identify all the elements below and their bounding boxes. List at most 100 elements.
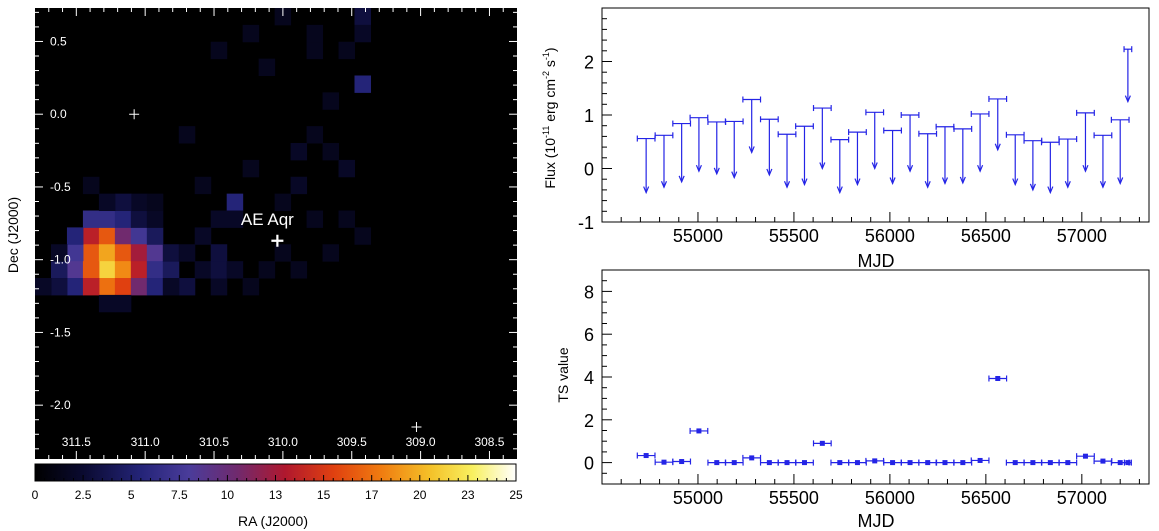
skymap-pixel — [35, 278, 52, 296]
skymap-y-tick-label: 0.0 — [50, 107, 67, 121]
skymap-pixel — [66, 244, 84, 262]
upper-limit-arrowhead — [678, 175, 685, 184]
skymap-pixel — [290, 261, 308, 279]
skymap-pixel — [98, 294, 116, 313]
source-label: AE Aqr — [241, 210, 294, 229]
skymap-pixel — [130, 210, 148, 228]
ts-point — [1065, 460, 1071, 466]
upper-limit-arrowhead — [713, 167, 720, 176]
ts-point — [1125, 460, 1131, 466]
skymap-pixel — [354, 227, 371, 245]
ts-point — [731, 460, 737, 466]
skymap-pixel — [162, 261, 180, 279]
ts-points — [636, 375, 1132, 466]
colorbar-tick-label: 20 — [413, 488, 427, 502]
skymap-pixel — [354, 8, 371, 26]
skymap-y-tick-label: -2.0 — [50, 398, 71, 412]
skymap-pixel — [274, 244, 292, 262]
skymap-pixel — [114, 210, 132, 228]
ts-point — [801, 460, 807, 466]
skymap-x-tick-label: 310.0 — [268, 435, 298, 449]
skymap-y-tick-label: -0.5 — [50, 180, 71, 194]
skymap-pixel — [290, 176, 308, 195]
upper-limit-arrowhead — [941, 177, 949, 186]
ts-point — [1012, 460, 1018, 466]
skymap-y-tick-label: 0.5 — [50, 34, 67, 48]
flux-points — [636, 46, 1133, 195]
skymap-pixel — [98, 244, 116, 262]
skymap-pixel — [354, 75, 371, 93]
skymap-pixel — [210, 278, 228, 296]
upper-limit-arrowhead — [801, 178, 808, 187]
upper-limit-arrowhead — [889, 177, 896, 186]
skymap-pixel — [354, 24, 371, 43]
skymap-pixel — [66, 261, 84, 279]
ts-panel: 55000 55500 56000 56500 57000 0 2 4 6 8 MJD TS va… — [555, 269, 1150, 531]
ts-y-axis-label: TS value — [555, 347, 571, 402]
skymap-pixel — [82, 227, 100, 245]
skymap-pixel — [226, 261, 244, 279]
skymap-pixel — [210, 210, 228, 228]
ts-point — [1030, 460, 1036, 466]
skymap-pixel — [146, 278, 164, 296]
ts-point — [696, 428, 702, 434]
skymap-pixel — [130, 261, 148, 279]
skymap-y-axis-label: Dec (J2000) — [5, 197, 21, 273]
flux-plot-frame — [601, 7, 1150, 223]
upper-limit-arrowhead — [836, 186, 843, 195]
ts-point — [960, 460, 966, 466]
upper-limit-arrowhead — [871, 162, 878, 171]
skymap-pixel — [130, 244, 148, 262]
skymap-pixel — [242, 159, 260, 178]
ts-point — [714, 460, 720, 466]
skymap-pixel — [210, 244, 228, 262]
skymap-pixel — [98, 278, 116, 296]
skymap-pixel — [114, 294, 132, 313]
upper-limit-arrowhead — [1099, 180, 1106, 189]
y-tick-label: 8 — [584, 282, 594, 302]
x-tick-label: 56500 — [961, 226, 1011, 246]
skymap-x-tick-label: 308.5 — [474, 435, 504, 449]
skymap-pixel — [274, 193, 292, 212]
upper-limit-arrowhead — [660, 180, 668, 189]
flux-panel: 55000 55500 56000 56500 57000 -1 0 1 2 MJD Flux … — [541, 7, 1150, 271]
upper-limit-arrowhead — [994, 143, 1001, 152]
skymap-y-tick-label: -1.5 — [50, 325, 71, 339]
skymap-pixel — [210, 41, 228, 60]
x-tick-label: 55000 — [673, 226, 723, 246]
skymap-x-tick-label: 310.5 — [199, 435, 229, 449]
skymap-pixel — [50, 261, 68, 279]
skymap-pixel — [146, 261, 164, 279]
x-tick-label: 56500 — [961, 488, 1011, 508]
skymap-pixel — [178, 278, 196, 296]
skymap-pixel — [146, 210, 164, 228]
skymap-pixel — [162, 244, 180, 262]
skymap-pixel — [322, 143, 340, 161]
x-tick-label: 57000 — [1057, 488, 1107, 508]
upper-limit-arrowhead — [643, 186, 650, 195]
upper-limit-arrowhead — [748, 146, 755, 155]
skymap-pixel — [130, 227, 148, 245]
x-tick-label: 55000 — [673, 488, 723, 508]
skymap-pixel — [306, 126, 324, 144]
skymap-pixel — [98, 210, 116, 228]
skymap-pixel — [290, 143, 308, 161]
skymap-pixel — [114, 278, 132, 296]
ts-x-axis-label: MJD — [858, 511, 895, 531]
skymap-y-tick-labels: 0.5 0.0 -0.5 -1.0 -1.5 -2.0 — [50, 34, 71, 412]
upper-limit-arrowhead — [731, 171, 738, 180]
skymap-pixel — [226, 193, 244, 212]
skymap-pixel — [306, 210, 324, 228]
skymap-pixel — [210, 261, 228, 279]
skymap-pixel — [322, 244, 340, 262]
skymap-panel: 311.5 311.0 310.5 310.0 309.5 309.0 308.5 0.50… — [5, 8, 517, 529]
flux-axes: 55000 55500 56000 56500 57000 -1 0 1 2 — [578, 7, 1140, 246]
flux-x-axis-label: MJD — [858, 251, 895, 271]
skymap-pixel — [130, 278, 148, 296]
ts-point — [837, 460, 843, 466]
skymap-x-axis-label: RA (J2000) — [238, 513, 308, 529]
upper-limit-arrowhead — [1029, 183, 1036, 192]
colorbar-tick-label: 7.5 — [171, 488, 188, 502]
skymap-x-tick-labels: 311.5 311.0 310.5 310.0 309.5 309.0 308.5 — [62, 435, 505, 449]
